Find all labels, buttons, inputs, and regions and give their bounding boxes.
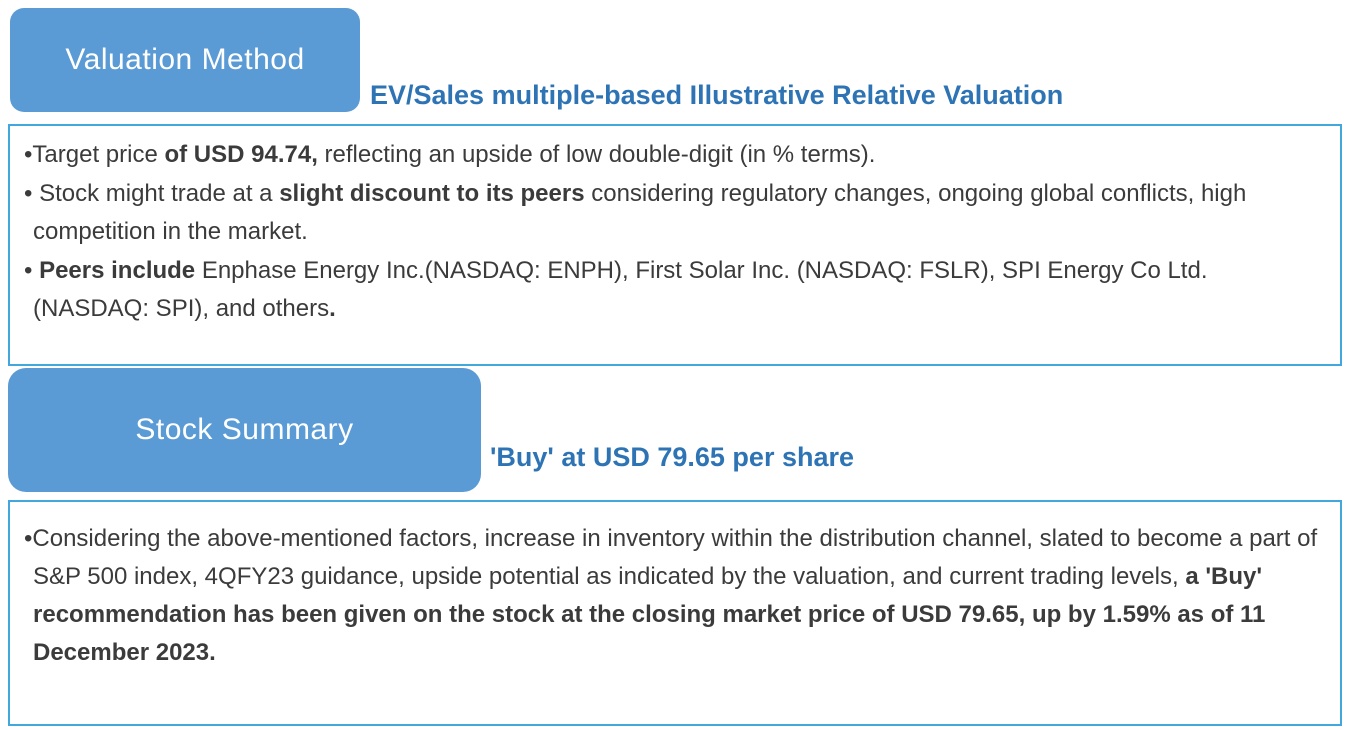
- stock-summary-heading: 'Buy' at USD 79.65 per share: [490, 442, 854, 472]
- stock-summary-tab-label: Stock Summary: [135, 413, 354, 446]
- valuation-bullet-discount: • Stock might trade at a slight discount…: [24, 180, 1247, 245]
- stock-summary-box: •Considering the above-mentioned factors…: [8, 500, 1342, 726]
- valuation-bullet-peers: • Peers include Enphase Energy Inc.(NASD…: [24, 257, 1208, 322]
- stock-summary-bullet-recommendation: •Considering the above-mentioned factors…: [24, 525, 1318, 666]
- valuation-method-tab-label: Valuation Method: [65, 43, 305, 76]
- valuation-method-box: •Target price of USD 94.74, reflecting a…: [8, 124, 1342, 366]
- valuation-method-tab: Valuation Method: [10, 8, 360, 112]
- valuation-bullet-target-price: •Target price of USD 94.74, reflecting a…: [24, 141, 876, 168]
- stock-summary-tab: Stock Summary: [8, 368, 481, 492]
- valuation-method-heading: EV/Sales multiple-based Illustrative Rel…: [370, 80, 1064, 110]
